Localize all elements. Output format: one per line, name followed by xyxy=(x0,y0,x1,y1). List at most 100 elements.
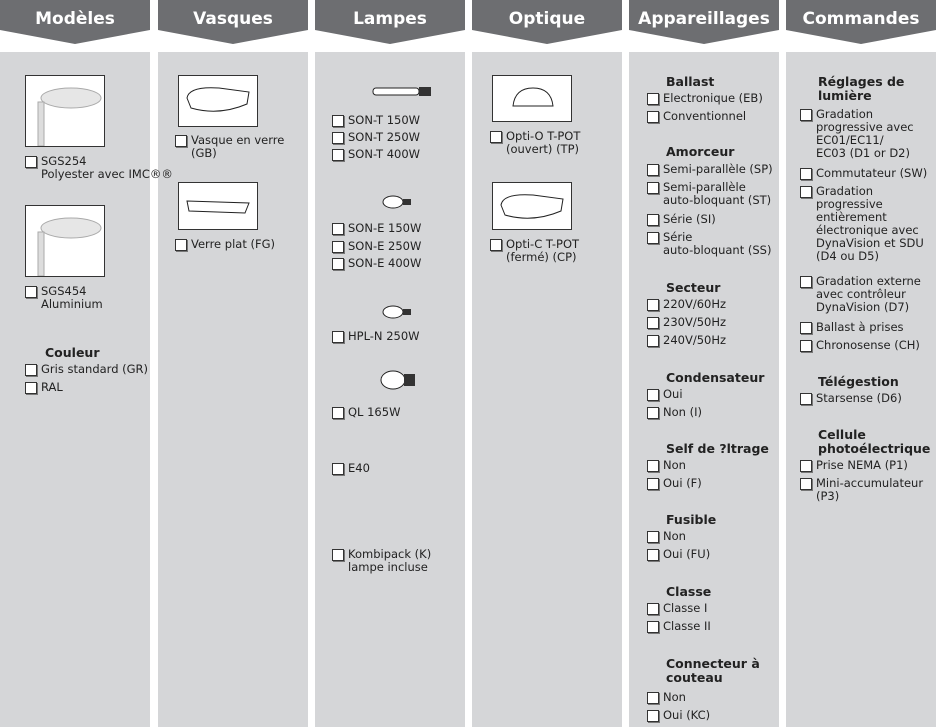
option-label: SON-E 150W xyxy=(348,221,422,235)
checkbox[interactable] xyxy=(647,111,659,123)
section-heading: Couleur xyxy=(45,345,100,360)
header-tab xyxy=(158,0,308,44)
product-image xyxy=(178,182,258,230)
option-label: SON-T 150W xyxy=(348,113,421,127)
column-header: Commandes xyxy=(803,9,920,29)
option-label: Gradation xyxy=(816,184,874,198)
checkbox[interactable] xyxy=(800,276,812,288)
checkbox[interactable] xyxy=(647,460,659,472)
option-label: Ballast à prises xyxy=(816,320,904,334)
checkbox[interactable] xyxy=(332,132,344,144)
option-label: lampe incluse xyxy=(348,560,428,574)
column-header: Lampes xyxy=(353,9,427,29)
checkbox[interactable] xyxy=(647,407,659,419)
checkbox[interactable] xyxy=(25,156,37,168)
product-image xyxy=(25,75,105,147)
checkbox[interactable] xyxy=(800,340,812,352)
checkbox[interactable] xyxy=(647,478,659,490)
option-label: Mini-accumulateur xyxy=(816,476,924,490)
option-label: EC03 (D1 or D2) xyxy=(816,146,910,160)
checkbox[interactable] xyxy=(332,258,344,270)
checkbox[interactable] xyxy=(647,621,659,633)
checkbox[interactable] xyxy=(647,317,659,329)
checkbox[interactable] xyxy=(647,710,659,722)
option-label: Non xyxy=(663,458,686,472)
checkbox[interactable] xyxy=(800,168,812,180)
option-label: auto-bloquant (SS) xyxy=(663,243,772,257)
checkbox[interactable] xyxy=(800,186,812,198)
section-heading: Fusible xyxy=(666,512,717,527)
checkbox[interactable] xyxy=(647,232,659,244)
checkbox[interactable] xyxy=(647,335,659,347)
checkbox[interactable] xyxy=(647,389,659,401)
lamp-icon xyxy=(380,370,416,390)
option-label: Kombipack (K) xyxy=(348,547,432,561)
column-header: Modèles xyxy=(35,9,115,29)
checkbox[interactable] xyxy=(800,322,812,334)
checkbox[interactable] xyxy=(332,115,344,127)
option-label: Opti-C T-POT xyxy=(506,237,580,251)
option-label: Polyester avec IMC®® xyxy=(41,167,173,181)
checkbox[interactable] xyxy=(332,331,344,343)
option-label: Gradation xyxy=(816,107,874,121)
checkbox[interactable] xyxy=(647,692,659,704)
checkbox[interactable] xyxy=(800,460,812,472)
option-label: RAL xyxy=(41,380,63,394)
option-label: DynaVision (D7) xyxy=(816,300,910,314)
checkbox[interactable] xyxy=(332,407,344,419)
option-label: SGS454 xyxy=(41,284,87,298)
checkbox[interactable] xyxy=(332,549,344,561)
option-label: Oui (F) xyxy=(663,476,702,490)
option-label: progressive avec xyxy=(816,120,914,134)
option-label: Série (SI) xyxy=(663,212,716,226)
section-heading: Réglages de xyxy=(818,74,905,89)
option-label: électronique avec xyxy=(816,223,919,237)
checkbox[interactable] xyxy=(332,149,344,161)
option-label: 230V/50Hz xyxy=(663,315,727,329)
checkbox[interactable] xyxy=(800,478,812,490)
header-bar: Modèles Vasques Lampes Optique Appareillages… xyxy=(0,0,936,44)
option-label: SGS254 xyxy=(41,154,87,168)
checkbox[interactable] xyxy=(647,164,659,176)
checkbox[interactable] xyxy=(175,239,187,251)
checkbox[interactable] xyxy=(647,299,659,311)
checkbox[interactable] xyxy=(332,463,344,475)
checkbox[interactable] xyxy=(647,549,659,561)
option-label: Semi-parallèle (SP) xyxy=(663,162,773,176)
option-label: 220V/60Hz xyxy=(663,297,727,311)
column-header: Appareillages xyxy=(638,9,770,29)
checkbox[interactable] xyxy=(647,603,659,615)
option-label: entièrement xyxy=(816,210,887,224)
checkbox[interactable] xyxy=(25,382,37,394)
product-image xyxy=(178,75,258,127)
checkbox[interactable] xyxy=(490,239,502,251)
option-label: Conventionnel xyxy=(663,109,747,123)
checkbox[interactable] xyxy=(647,182,659,194)
checkbox[interactable] xyxy=(25,364,37,376)
column xyxy=(315,52,465,727)
option-label: Vasque en verre xyxy=(191,133,285,147)
checkbox[interactable] xyxy=(25,286,37,298)
checkbox[interactable] xyxy=(647,93,659,105)
option-label: Electronique (EB) xyxy=(663,91,763,105)
checkbox[interactable] xyxy=(175,135,187,147)
checkbox[interactable] xyxy=(647,531,659,543)
section-heading: Connecteur à xyxy=(666,656,760,671)
checkbox[interactable] xyxy=(332,223,344,235)
option-label: HPL-N 250W xyxy=(348,329,420,343)
checkbox[interactable] xyxy=(800,109,812,121)
product-image xyxy=(492,75,572,122)
option-label: (GB) xyxy=(191,146,217,160)
checkbox[interactable] xyxy=(490,131,502,143)
header-tab xyxy=(315,0,465,44)
section-heading: photoélectrique xyxy=(818,441,931,456)
option-label: (ouvert) (TP) xyxy=(506,142,580,156)
checkbox[interactable] xyxy=(332,241,344,253)
checkbox[interactable] xyxy=(647,214,659,226)
option-label: Opti-O T-POT xyxy=(506,129,581,143)
column-header: Optique xyxy=(509,9,585,29)
option-label: SON-E 250W xyxy=(348,239,422,253)
checkbox[interactable] xyxy=(800,393,812,405)
section-heading: Self de ?ltrage xyxy=(666,441,769,456)
